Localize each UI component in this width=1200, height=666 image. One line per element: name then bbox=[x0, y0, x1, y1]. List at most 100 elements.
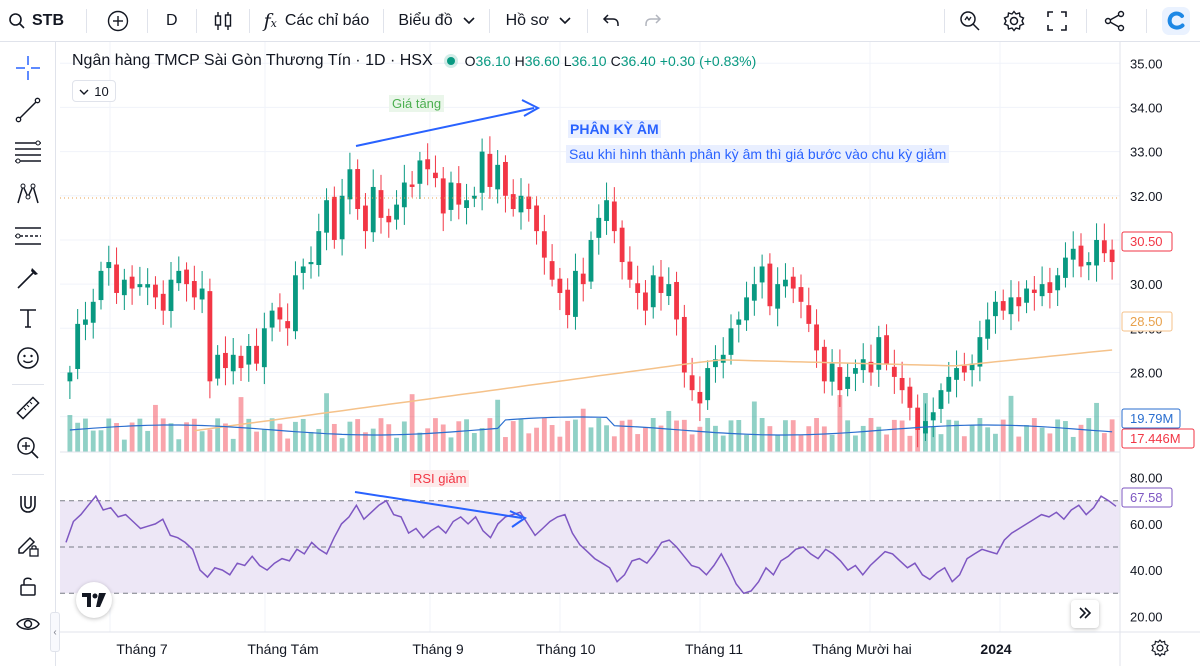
divergence-note[interactable]: Sau khi hình thành phân kỳ âm thì giá bư… bbox=[566, 145, 950, 163]
rsi-annotation[interactable]: RSI giảm bbox=[410, 470, 470, 487]
forecast-tool[interactable] bbox=[12, 222, 44, 254]
volume-bar bbox=[114, 422, 119, 452]
volume-legend-toggle[interactable]: 10 bbox=[72, 80, 116, 102]
volume-bar bbox=[1101, 433, 1107, 452]
tradingview-logo[interactable] bbox=[76, 582, 112, 618]
candle-body bbox=[1086, 262, 1092, 266]
candle-body bbox=[145, 284, 151, 288]
volume-bar bbox=[347, 421, 353, 452]
candle-body bbox=[689, 375, 695, 391]
candle-body bbox=[331, 196, 337, 240]
candle-body bbox=[363, 205, 368, 232]
candle-body bbox=[736, 319, 742, 325]
time-axis[interactable]: Tháng 7 Tháng Tám Tháng 9 Tháng 10 Tháng 11 T… bbox=[116, 641, 1011, 657]
visibility-tool[interactable] bbox=[12, 610, 44, 642]
candle-body bbox=[324, 200, 329, 233]
volume-bar bbox=[269, 418, 275, 452]
volume-bar bbox=[308, 431, 314, 452]
volume-bar bbox=[588, 427, 594, 452]
axis-settings-button[interactable] bbox=[1150, 638, 1170, 658]
volume-bar bbox=[829, 434, 835, 452]
share-button[interactable] bbox=[1104, 0, 1126, 42]
candle-body bbox=[510, 194, 516, 210]
fullscreen-icon bbox=[1046, 10, 1068, 32]
crosshair-tool[interactable] bbox=[12, 54, 44, 86]
fib-retracement-icon bbox=[14, 140, 42, 169]
candle-body bbox=[806, 305, 812, 324]
rsi-trend-arrow[interactable] bbox=[354, 491, 528, 528]
high-value: 36.60 bbox=[524, 53, 560, 69]
profile-dropdown[interactable]: Hồ sơ bbox=[490, 0, 587, 42]
indicators-button[interactable]: fx Các chỉ báo bbox=[250, 0, 384, 42]
candle-body bbox=[868, 361, 874, 373]
divergence-title[interactable]: PHÂN KỲ ÂM bbox=[568, 120, 661, 138]
interval-button[interactable]: D bbox=[148, 0, 196, 42]
brush-icon bbox=[15, 265, 41, 296]
emoji-tool[interactable] bbox=[12, 344, 44, 376]
scroll-to-realtime-button[interactable] bbox=[1071, 600, 1099, 628]
volume-bar bbox=[884, 434, 889, 452]
volume-bar bbox=[75, 422, 81, 452]
ma-value-badge: 28.50 bbox=[1121, 311, 1173, 332]
measure-tool[interactable] bbox=[12, 394, 44, 426]
toolbar-collapse-tab[interactable]: ‹ bbox=[50, 612, 60, 652]
trend-line-tool[interactable] bbox=[12, 96, 44, 128]
screenshot-button[interactable] bbox=[958, 0, 982, 42]
volume-bar bbox=[518, 419, 524, 452]
change-value: +0.30 (+0.83%) bbox=[659, 53, 757, 69]
symbol-search[interactable]: STB bbox=[8, 0, 64, 42]
candle-body bbox=[596, 217, 602, 238]
zoom-tool[interactable] bbox=[12, 434, 44, 466]
price-trend-arrow[interactable] bbox=[355, 99, 541, 147]
volume-bar bbox=[580, 408, 586, 452]
volume-bar bbox=[720, 435, 726, 452]
app-logo[interactable] bbox=[1162, 0, 1190, 42]
volume-bar bbox=[106, 418, 112, 452]
interval-label: D bbox=[166, 11, 178, 29]
candle-body bbox=[347, 169, 353, 200]
volume-bar bbox=[767, 426, 773, 452]
chart-type-dropdown[interactable]: Biểu đồ bbox=[384, 0, 488, 42]
volume-bar bbox=[549, 425, 555, 452]
candle-body bbox=[541, 231, 547, 258]
ohlc-values: O36.10 H36.60 L36.10 C36.40 +0.30 (+0.83%) bbox=[465, 53, 761, 69]
candle-body bbox=[705, 368, 711, 401]
volume-bar bbox=[541, 418, 547, 452]
brush-tool[interactable] bbox=[12, 264, 44, 296]
volume-bar bbox=[783, 420, 788, 452]
candle-body bbox=[604, 200, 609, 221]
candle-body bbox=[518, 195, 524, 213]
volume-bar bbox=[316, 428, 322, 452]
svg-text:67.58: 67.58 bbox=[1130, 490, 1163, 505]
candle-body bbox=[1008, 297, 1014, 315]
profile-label: Hồ sơ bbox=[505, 11, 549, 29]
fib-tool[interactable] bbox=[12, 138, 44, 170]
pattern-tool[interactable] bbox=[12, 180, 44, 212]
compare-button[interactable] bbox=[97, 0, 139, 42]
unlock-tool[interactable] bbox=[12, 572, 44, 604]
candle-body bbox=[580, 273, 586, 285]
candle-body bbox=[658, 276, 664, 293]
price-annotation[interactable]: Giá tăng bbox=[389, 95, 445, 112]
undo-button[interactable] bbox=[588, 0, 634, 42]
volume-bar bbox=[479, 428, 485, 452]
redo-button[interactable] bbox=[634, 0, 672, 42]
rsi-axis[interactable]: 80.00 60.00 40.00 20.00 bbox=[1130, 471, 1163, 625]
candlesticks bbox=[67, 136, 1115, 448]
price-tick-label: 28.00 bbox=[1130, 365, 1163, 380]
candle-body bbox=[775, 284, 781, 309]
text-tool[interactable] bbox=[12, 304, 44, 336]
volume-bar bbox=[837, 395, 843, 452]
chart-type-label: Biểu đồ bbox=[398, 11, 453, 29]
settings-button[interactable] bbox=[1002, 0, 1026, 42]
fullscreen-button[interactable] bbox=[1046, 0, 1068, 42]
magnet-tool[interactable] bbox=[12, 490, 44, 522]
lock-drawings-tool[interactable] bbox=[12, 532, 44, 564]
symbol-title[interactable]: Ngân hàng TMCP Sài Gòn Thương Tín · 1D ·… bbox=[72, 52, 433, 69]
high-key: H bbox=[514, 53, 525, 69]
candle-body bbox=[1047, 282, 1053, 293]
chart-style-button[interactable] bbox=[197, 0, 249, 42]
svg-text:28.50: 28.50 bbox=[1130, 314, 1163, 329]
volume-bar bbox=[1109, 419, 1115, 452]
